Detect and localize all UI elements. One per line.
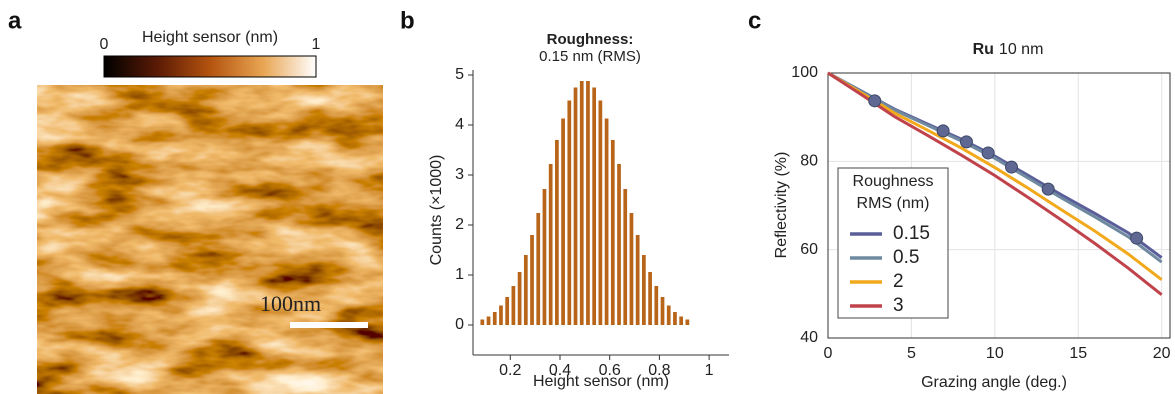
legend-label: 0.15 [893, 223, 930, 244]
bar [592, 88, 596, 326]
y-tick-label: 40 [800, 329, 818, 346]
colorbar-tick-label: 0 [100, 36, 109, 53]
bar [611, 140, 615, 325]
bar [543, 189, 547, 325]
y-tick-label: 100 [791, 64, 818, 81]
bar [518, 272, 522, 325]
figure: aHeight sensor (nm)01100nmbRoughness:0.1… [0, 0, 1175, 394]
y-tick-label: 80 [800, 153, 818, 170]
bar [536, 213, 540, 325]
panel-label: a [8, 7, 22, 34]
data-point [1131, 232, 1143, 244]
bar [623, 189, 627, 325]
bar [630, 213, 634, 325]
bar [512, 286, 516, 325]
bar [599, 101, 603, 326]
y-tick-label: 60 [800, 241, 818, 258]
x-tick-label: 0.2 [499, 362, 521, 379]
data-point [1042, 183, 1054, 195]
title-element: Ru [973, 41, 994, 58]
y-tick-label: 0 [455, 316, 464, 333]
colorbar-tick-label: 1 [312, 36, 321, 53]
panel-label: c [748, 7, 761, 34]
bar [524, 255, 528, 325]
x-tick-label: 15 [1069, 345, 1087, 362]
bar [617, 164, 621, 325]
y-tick-label: 3 [455, 166, 464, 183]
bar [493, 312, 497, 325]
chart-title: Roughness: [547, 31, 634, 48]
x-axis-label: Height sensor (nm) [533, 373, 669, 390]
bar [648, 272, 652, 325]
bar [673, 312, 677, 325]
legend-label: 3 [893, 295, 904, 316]
title-text: 10 nm [999, 41, 1043, 58]
colorbar [104, 56, 316, 77]
x-axis-label: Grazing angle (deg.) [921, 374, 1067, 391]
bar [555, 140, 559, 325]
y-axis-label: Reflectivity (%) [773, 152, 790, 259]
bar [642, 255, 646, 325]
scale-bar-label: 100nm [260, 291, 321, 316]
data-point [1006, 161, 1018, 173]
x-tick-label: 0 [824, 345, 833, 362]
legend-title: Roughness [853, 173, 934, 190]
bar [567, 101, 571, 326]
x-tick-label: 1 [705, 362, 714, 379]
legend-label: 2 [893, 271, 904, 292]
legend-label: 0.5 [893, 247, 919, 268]
data-point [960, 136, 972, 148]
bar [530, 235, 534, 325]
x-tick-label: 20 [1153, 345, 1171, 362]
bar [654, 286, 658, 325]
bar [636, 235, 640, 325]
data-point [869, 95, 881, 107]
y-tick-label: 1 [455, 266, 464, 283]
data-point [937, 125, 949, 137]
bar [661, 297, 665, 325]
bar [580, 81, 584, 325]
y-tick-label: 5 [455, 66, 464, 83]
bar [549, 164, 553, 325]
bar [679, 317, 683, 326]
bar [561, 119, 565, 326]
y-tick-label: 4 [455, 116, 464, 133]
bar [574, 88, 578, 326]
bar [505, 297, 509, 325]
scale-bar [290, 322, 368, 328]
y-tick-label: 2 [455, 216, 464, 233]
chart-subtitle: 0.15 nm (RMS) [539, 48, 641, 65]
afm-image [37, 85, 383, 394]
page: aHeight sensor (nm)01100nmbRoughness:0.1… [0, 0, 1175, 394]
bar [667, 306, 671, 326]
bar [586, 81, 590, 325]
legend-title: RMS (nm) [857, 195, 930, 212]
y-axis-label: Counts (×1000) [428, 155, 445, 266]
bar [487, 317, 491, 326]
data-point [982, 147, 994, 159]
x-tick-label: 5 [907, 345, 916, 362]
chart-title: Ru 10 nm [973, 41, 1044, 58]
bar [499, 306, 503, 326]
bar [605, 119, 609, 326]
x-tick-label: 10 [986, 345, 1004, 362]
colorbar-label: Height sensor (nm) [142, 29, 278, 46]
bar [480, 320, 484, 326]
panel-label: b [400, 7, 415, 34]
bar [686, 320, 690, 326]
